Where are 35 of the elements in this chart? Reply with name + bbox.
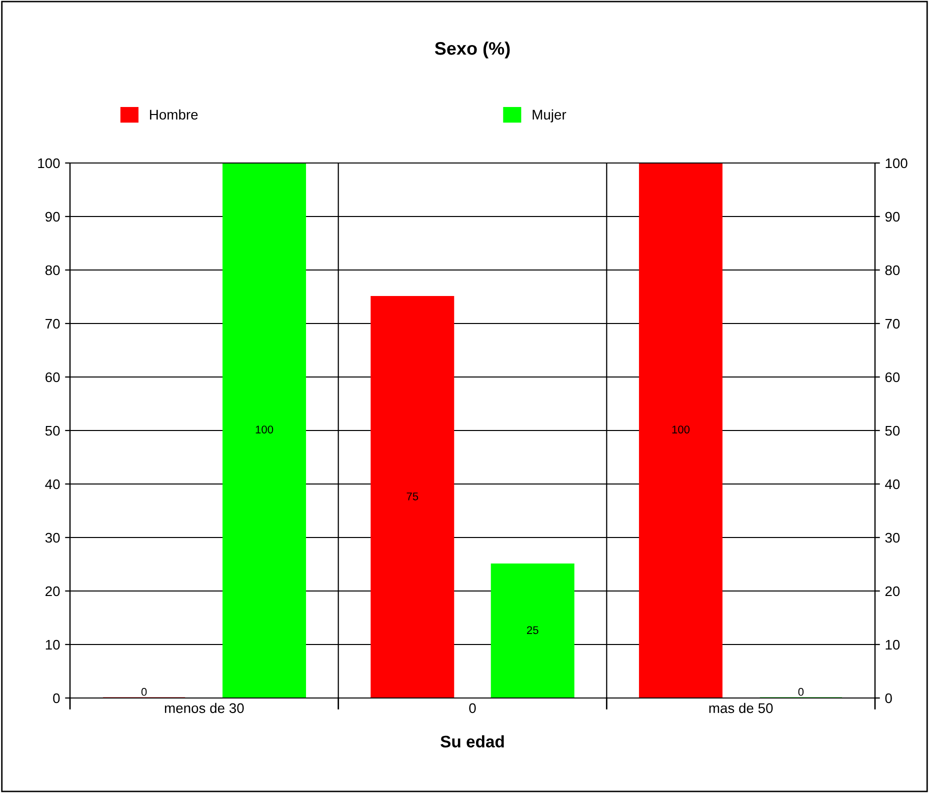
- y-tick-label: 50: [45, 426, 60, 436]
- y2-tick-label: 60: [885, 372, 900, 382]
- y-tick-label: 40: [45, 479, 60, 490]
- y-tick-label: 20: [46, 586, 60, 596]
- x-axis-title: Su edad: [440, 735, 504, 748]
- y-tick-label: 100: [38, 158, 60, 168]
- y-tick-label: 80: [45, 265, 60, 276]
- y2-tick-label: 90: [885, 212, 900, 222]
- x-tick-label: 0: [469, 703, 476, 714]
- x-tick-label: menos de 30: [164, 702, 244, 714]
- y2-tick-label: 100: [886, 158, 908, 168]
- y2-tick-label: 80: [885, 265, 900, 276]
- y2-tick-label: 30: [885, 532, 900, 543]
- data-label: 100: [672, 426, 690, 434]
- y2-tick-label: 70: [885, 318, 900, 329]
- y2-tick-label: 50: [885, 426, 900, 436]
- x-tick-label: mas de 50: [709, 702, 773, 714]
- y-tick-label: 10: [46, 640, 60, 650]
- y-tick-label: 90: [45, 212, 60, 222]
- y-tick-label: 0: [53, 693, 60, 704]
- data-label: 0: [798, 688, 804, 696]
- y-tick-label: 30: [45, 532, 60, 543]
- data-label: 0: [141, 688, 147, 696]
- data-label: 100: [256, 426, 274, 434]
- y2-tick-label: 10: [886, 640, 900, 650]
- data-label: 25: [526, 626, 538, 634]
- y2-tick-label: 0: [885, 693, 892, 704]
- y-tick-label: 70: [46, 318, 60, 329]
- y2-tick-label: 20: [885, 586, 900, 596]
- y-tick-label: 60: [46, 372, 60, 382]
- legend-label: Mujer: [532, 109, 566, 122]
- data-label: 75: [406, 492, 418, 500]
- legend-label: Hombre: [150, 109, 198, 120]
- chart-title: Sexo (%): [434, 42, 510, 58]
- y2-tick-label: 40: [885, 479, 900, 490]
